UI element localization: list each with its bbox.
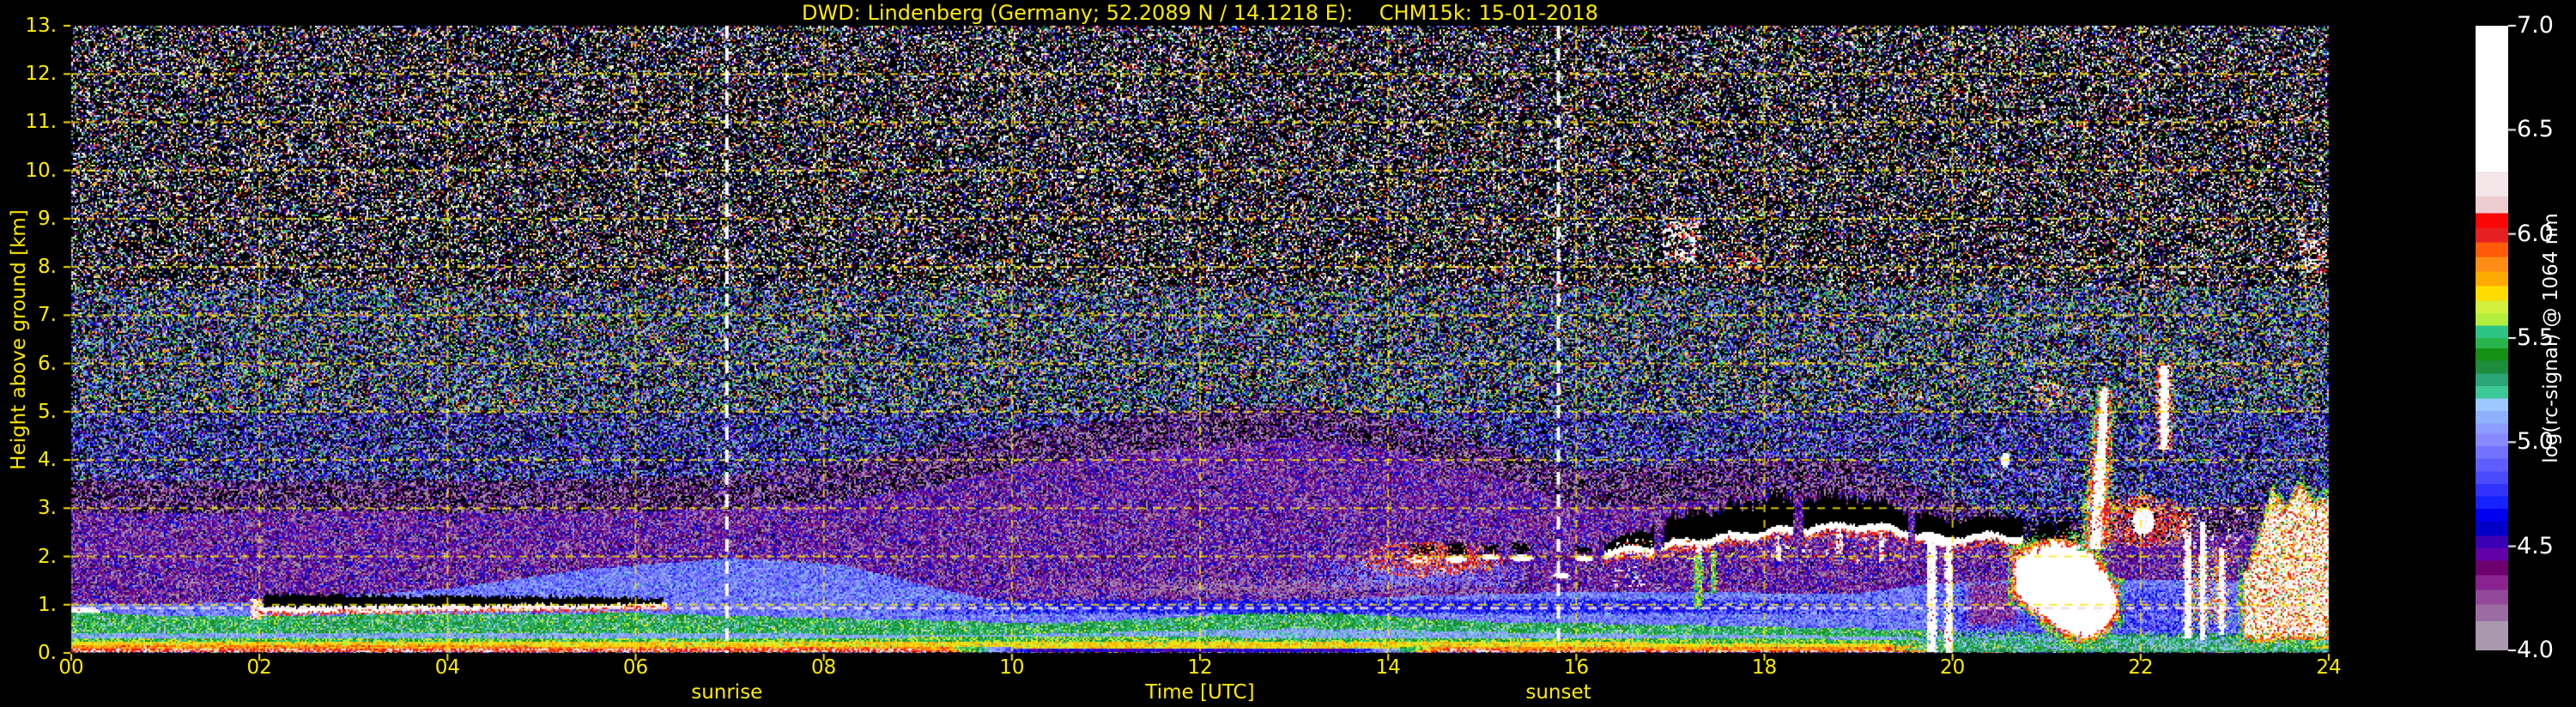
- x-tick-label: 14: [1375, 656, 1401, 679]
- y-tick-label: 6.: [38, 352, 57, 375]
- x-tick-label: 24: [2316, 656, 2342, 679]
- x-tick-label: 00: [58, 656, 84, 679]
- y-tick-label: 5.: [38, 400, 57, 423]
- sunset-line-label: sunset: [1525, 681, 1591, 704]
- x-tick-label: 20: [1940, 656, 1966, 679]
- colorbar-tick-label: 5.5: [2517, 324, 2554, 351]
- y-tick-label: 4.: [38, 449, 57, 472]
- y-tick-label: 11.: [25, 111, 57, 134]
- x-tick-label: 04: [434, 656, 460, 679]
- x-tick-label: 18: [1751, 656, 1778, 679]
- y-tick-label: 13.: [25, 15, 57, 37]
- colorbar-tick-label: 4.5: [2517, 532, 2554, 559]
- y-tick-label: 0.: [38, 642, 57, 664]
- x-tick-label: 12: [1187, 656, 1213, 679]
- x-tick-label: 22: [2128, 656, 2154, 679]
- x-tick-label: 16: [1563, 656, 1589, 679]
- colorbar-tick-label: 6.0: [2517, 220, 2554, 247]
- colorbar-label: log(rc-signal) @ 1064 nm: [2540, 213, 2562, 463]
- x-tick-label: 10: [999, 656, 1025, 679]
- x-tick-label: 06: [622, 656, 649, 679]
- y-tick-label: 8.: [38, 256, 57, 279]
- colorbar-tick-label: 4.0: [2517, 637, 2554, 663]
- y-tick-label: 12.: [25, 63, 57, 86]
- x-axis-label: Time [UTC]: [1145, 681, 1255, 704]
- colorbar-tick-label: 5.0: [2517, 428, 2554, 456]
- colorbar-tick-label: 6.5: [2517, 116, 2554, 143]
- x-tick-label: 02: [246, 656, 272, 679]
- y-tick-label: 7.: [38, 304, 57, 327]
- y-axis-label: Height above ground [km]: [8, 209, 30, 470]
- y-tick-label: 10.: [25, 159, 57, 182]
- y-tick-label: 3.: [38, 497, 57, 520]
- sunrise-line-label: sunrise: [691, 681, 763, 704]
- x-tick-label: 08: [811, 656, 837, 679]
- colorbar-tick-label: 7.0: [2517, 12, 2554, 39]
- y-tick-label: 9.: [38, 207, 57, 230]
- y-tick-label: 1.: [38, 593, 57, 616]
- page-title: DWD: Lindenberg (Germany; 52.2089 N / 14…: [802, 1, 1598, 25]
- y-tick-label: 2.: [38, 545, 57, 568]
- colorbar: [2476, 26, 2508, 650]
